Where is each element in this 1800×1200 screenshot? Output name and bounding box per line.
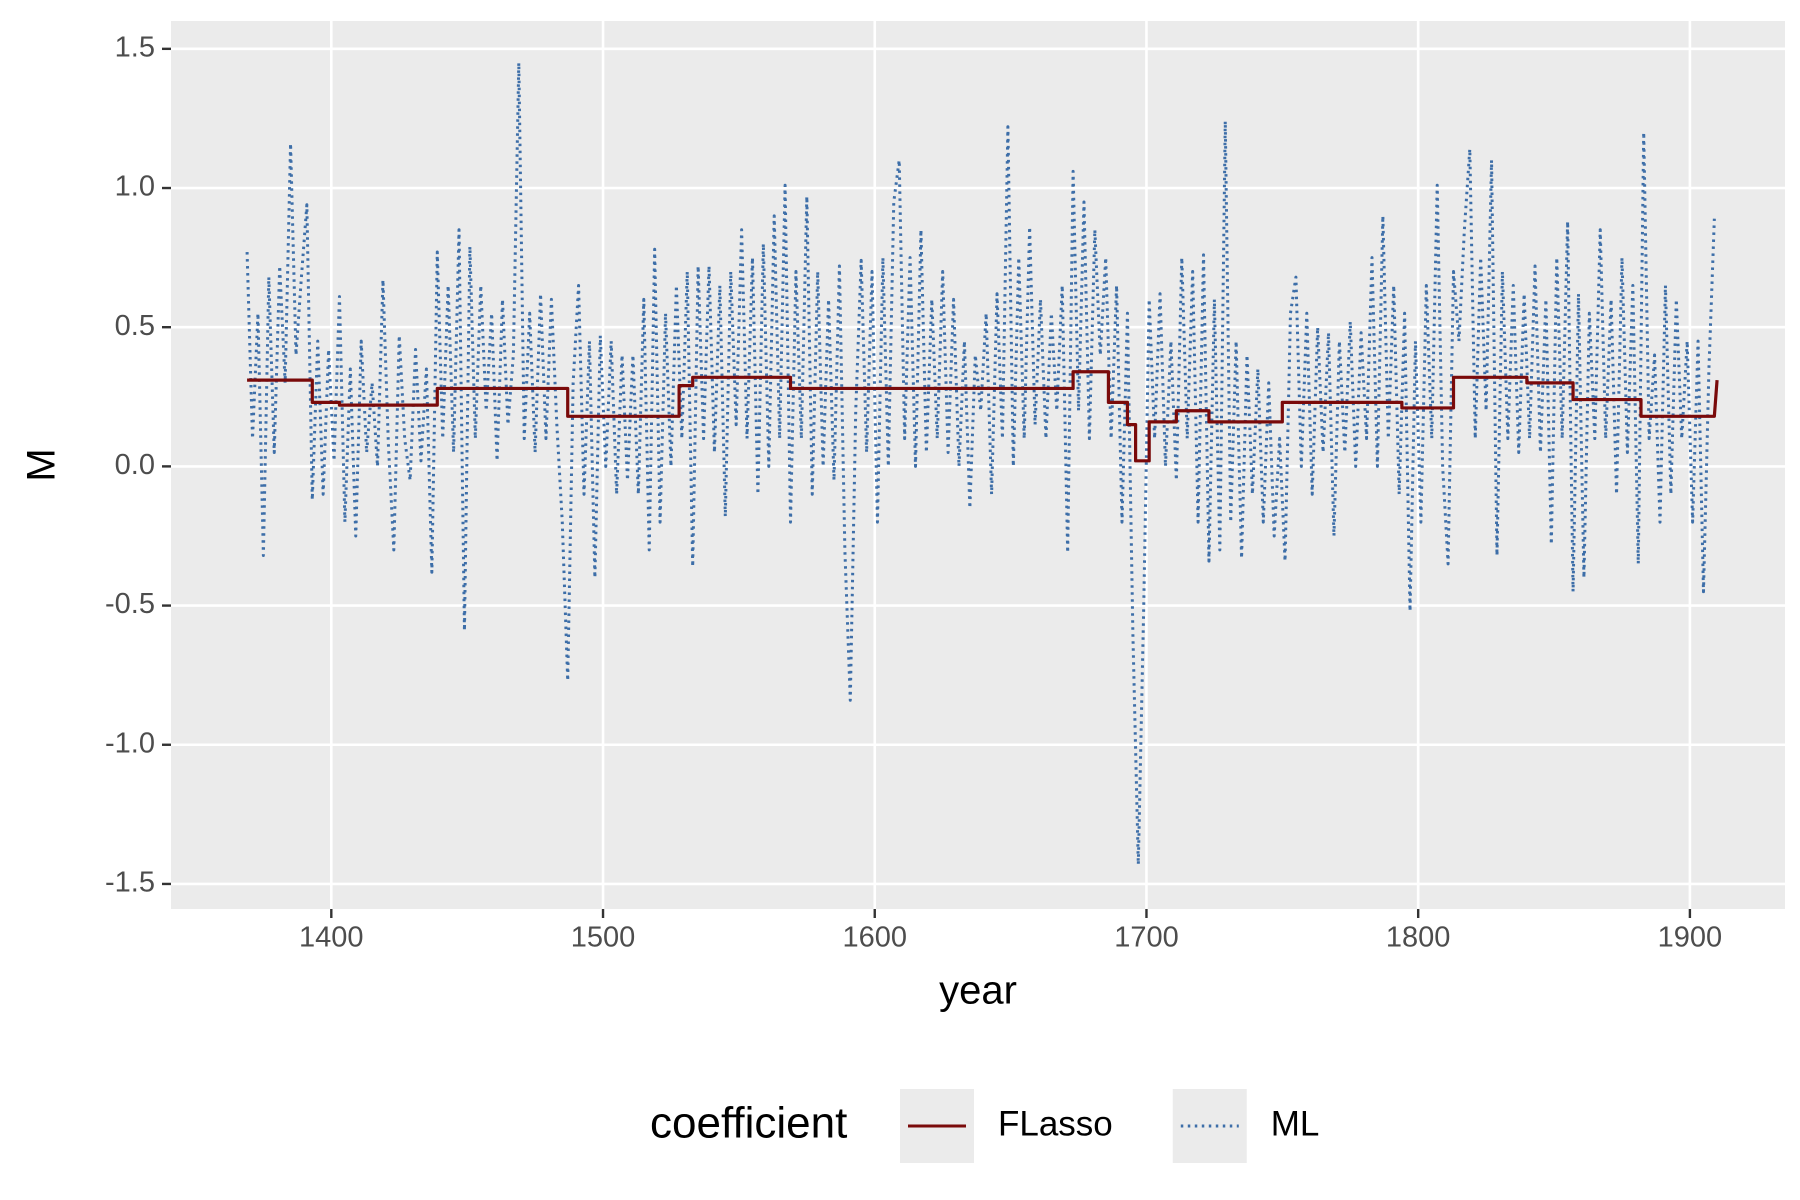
x-tick-label: 1500: [571, 922, 636, 954]
series-line: [247, 370, 1719, 463]
y-tick-label: -1.0: [105, 727, 155, 759]
x-axis-title: year: [939, 969, 1017, 1013]
lines: [245, 61, 1719, 866]
y-tick-label: 1.0: [115, 171, 155, 203]
y-tick-label: -0.5: [105, 588, 155, 620]
x-tick-label: 1900: [1658, 922, 1723, 954]
legend-label: ML: [1271, 1104, 1320, 1143]
x-tick-label: 1600: [842, 922, 907, 954]
x-tick-label: 1700: [1114, 922, 1179, 954]
legend-label: FLasso: [998, 1104, 1113, 1143]
y-tick-label: -1.5: [105, 867, 155, 899]
x-tick-label: 1400: [299, 922, 364, 954]
x-tick-label: 1800: [1386, 922, 1451, 954]
y-tick-label: 0.5: [115, 310, 155, 342]
plot-panel: [171, 21, 1785, 909]
legend-title: coefficient: [650, 1099, 847, 1148]
y-tick-label: 1.5: [115, 31, 155, 63]
legend: coefficient FLasso ML: [650, 1089, 1319, 1163]
y-tick-label: 0.0: [115, 449, 155, 481]
y-axis-title: M: [20, 448, 64, 481]
